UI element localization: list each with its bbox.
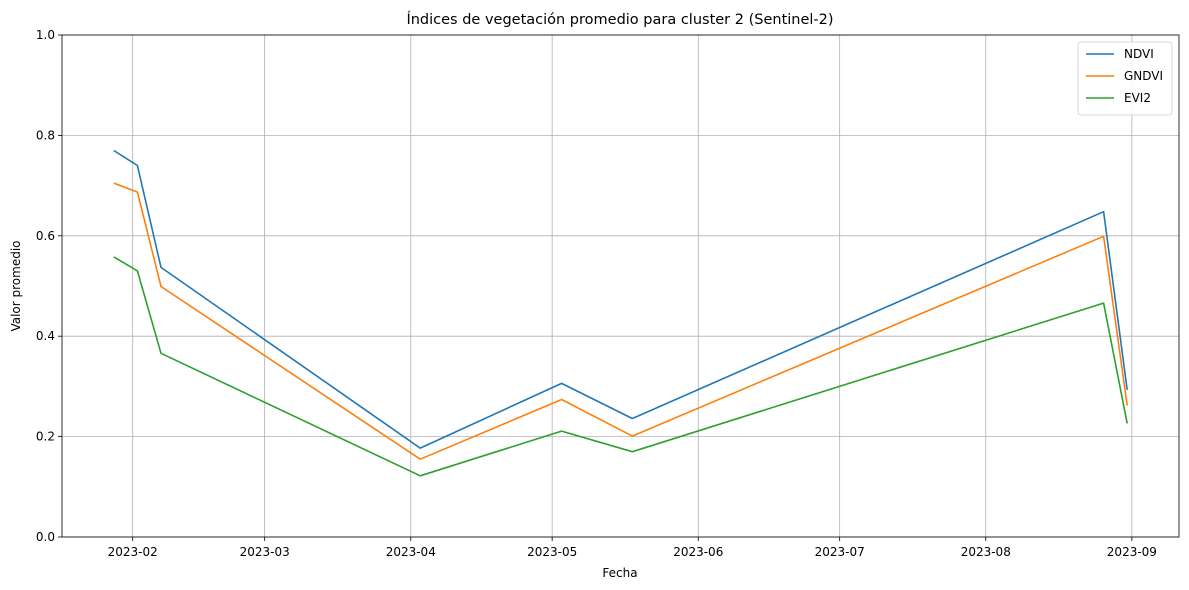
legend-label: NDVI — [1124, 47, 1154, 61]
y-tick-label: 0.4 — [36, 329, 55, 343]
y-tick-label: 0.6 — [36, 229, 55, 243]
x-tick-label: 2023-03 — [240, 545, 290, 559]
chart-title: Índices de vegetación promedio para clus… — [406, 11, 833, 28]
x-axis-ticks: 2023-02 2023-03 2023-04 2023-05 2023-06 2023-… — [108, 537, 1157, 559]
y-tick-label: 0.0 — [36, 530, 55, 544]
legend-label: GNDVI — [1124, 69, 1163, 83]
grid — [62, 34, 1179, 538]
x-tick-label: 2023-04 — [386, 545, 436, 559]
series-line-ndvi — [113, 149, 1128, 449]
y-tick-label: 0.2 — [36, 430, 55, 444]
x-tick-label: 2023-09 — [1107, 545, 1157, 559]
y-axis-ticks: 0.0 0.2 0.4 0.6 0.8 1.0 — [36, 28, 62, 544]
x-axis-label: Fecha — [602, 566, 637, 580]
legend-label: EVI2 — [1124, 91, 1151, 105]
legend: NDVI GNDVI EVI2 — [1077, 41, 1173, 116]
x-tick-label: 2023-06 — [673, 545, 723, 559]
series-line-gndvi — [113, 182, 1128, 461]
x-tick-label: 2023-07 — [815, 545, 865, 559]
plot-frame — [61, 34, 1180, 538]
series-lines — [113, 149, 1128, 477]
x-tick-label: 2023-05 — [527, 545, 577, 559]
y-tick-label: 0.8 — [36, 128, 55, 142]
y-tick-label: 1.0 — [36, 28, 55, 42]
y-axis-label: Valor promedio — [9, 240, 23, 331]
x-tick-label: 2023-08 — [961, 545, 1011, 559]
x-tick-label: 2023-02 — [108, 545, 158, 559]
legend-box — [1077, 41, 1173, 116]
series-line-evi2 — [113, 256, 1128, 477]
